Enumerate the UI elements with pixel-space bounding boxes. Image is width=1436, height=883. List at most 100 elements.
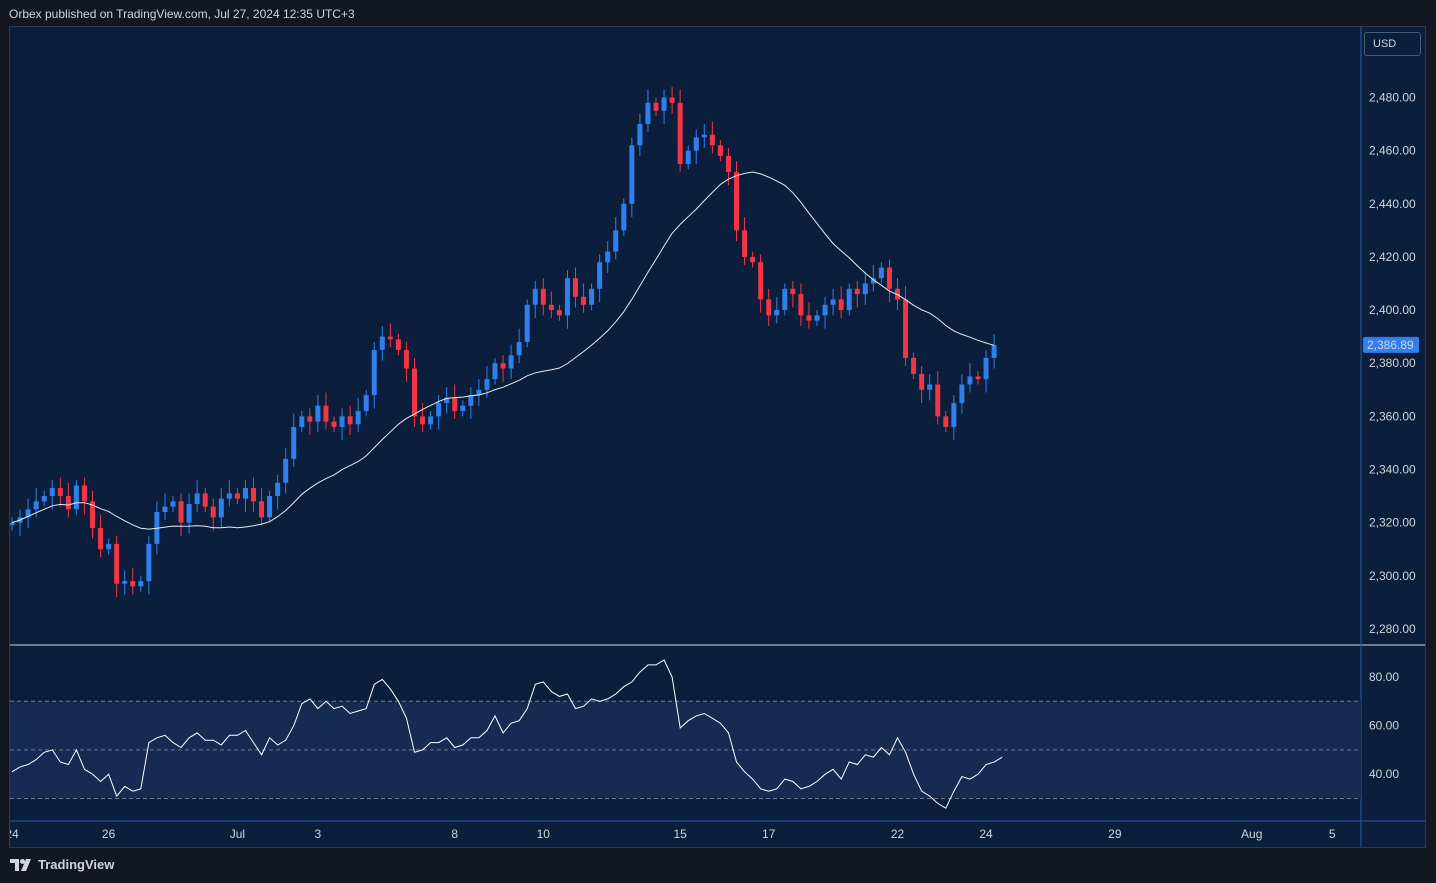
- currency-button[interactable]: USD: [1364, 32, 1421, 56]
- rsi-tick-label: 40.00: [1369, 767, 1399, 781]
- candle-body: [10, 522, 15, 526]
- candle-body: [90, 501, 95, 528]
- candle-body: [130, 581, 136, 587]
- candle-body: [540, 288, 546, 305]
- candle-body: [484, 379, 490, 390]
- candle-body: [114, 543, 120, 584]
- candle-body: [371, 349, 377, 396]
- candle-body: [838, 299, 844, 311]
- candle-body: [613, 230, 619, 252]
- candle-body: [146, 543, 152, 582]
- moving-average-line: [11, 171, 995, 530]
- price-tick-label: 2,460.00: [1369, 144, 1416, 158]
- candle-body: [878, 267, 884, 279]
- candle-body: [242, 488, 248, 499]
- candle-body: [251, 488, 256, 502]
- candle-body: [403, 349, 409, 369]
- candle-body: [935, 384, 941, 417]
- candle-body: [57, 488, 63, 497]
- candle-body: [564, 278, 570, 316]
- candle-body: [275, 482, 281, 497]
- price-tick-label: 2,340.00: [1369, 462, 1416, 476]
- candle-body: [661, 97, 667, 111]
- candle-body: [291, 426, 297, 459]
- candle-body: [798, 294, 804, 316]
- candle-body: [468, 395, 474, 406]
- candle-body: [49, 488, 55, 497]
- candle-body: [428, 416, 434, 425]
- candle-body: [854, 288, 860, 295]
- time-tick-label: 24: [979, 827, 993, 841]
- time-tick-label: 17: [762, 827, 776, 841]
- price-tick-label: 2,420.00: [1369, 250, 1416, 264]
- time-tick-label: Aug: [1241, 827, 1262, 841]
- candle-body: [967, 376, 973, 385]
- candle-body: [106, 543, 112, 550]
- candle-body: [138, 581, 144, 587]
- last-price-badge: [1363, 336, 1419, 353]
- rsi-tick-label: 60.00: [1369, 719, 1399, 733]
- candle-body: [33, 501, 39, 510]
- candle-body: [911, 357, 917, 374]
- price-tick-label: 2,400.00: [1369, 303, 1416, 317]
- candle-body: [532, 288, 538, 305]
- candle-body: [927, 384, 933, 390]
- candle-body: [379, 336, 385, 350]
- candle-body: [814, 315, 820, 321]
- candle-body: [782, 288, 788, 311]
- candle-body: [363, 395, 369, 412]
- candle-body: [621, 203, 627, 231]
- candle-body: [629, 145, 635, 204]
- candle-body: [476, 389, 482, 396]
- candle-body: [234, 493, 240, 499]
- footer-brand-text: TradingView: [38, 857, 115, 872]
- candle-body: [983, 357, 989, 380]
- candle-body: [81, 485, 87, 502]
- candle-body: [395, 339, 401, 350]
- candle-body: [170, 501, 176, 507]
- candle-body: [637, 124, 643, 146]
- candle-body: [331, 421, 337, 427]
- candle-body: [267, 496, 273, 518]
- price-tick-label: 2,320.00: [1369, 516, 1416, 530]
- candle-body: [548, 304, 554, 311]
- candle-body: [162, 506, 168, 512]
- candle-body: [597, 262, 603, 289]
- time-tick-label: 5: [1329, 827, 1336, 841]
- time-tick-label: Jul: [230, 827, 245, 841]
- candles-group: [10, 86, 997, 598]
- rsi-tick-label: 80.00: [1369, 670, 1399, 684]
- candle-body: [685, 150, 691, 164]
- candle-body: [347, 416, 353, 425]
- candle-body: [412, 368, 417, 417]
- price-tick-label: 2,440.00: [1369, 197, 1416, 211]
- time-tick-label: 26: [102, 827, 116, 841]
- candle-body: [315, 405, 321, 422]
- candle-body: [862, 283, 868, 295]
- candle-body: [951, 403, 957, 427]
- candle-body: [178, 501, 184, 523]
- candle-body: [830, 299, 836, 305]
- candle-body: [460, 405, 466, 412]
- candle-body: [806, 315, 812, 321]
- chart-canvas[interactable]: 2,480.00 2,460.00 2,440.00 2,420.00 2,400.00…: [10, 27, 1425, 847]
- candle-body: [323, 405, 329, 422]
- candle-body: [186, 504, 192, 523]
- candle-body: [975, 376, 981, 380]
- tradingview-brand: TradingView: [10, 857, 114, 872]
- candle-body: [444, 397, 450, 404]
- candle-body: [822, 304, 828, 316]
- time-tick-label: 15: [673, 827, 687, 841]
- candle-body: [65, 496, 71, 510]
- candle-body: [991, 344, 997, 358]
- candle-body: [709, 134, 715, 146]
- candle-body: [734, 171, 739, 231]
- candle-body: [387, 336, 393, 340]
- candle-body: [693, 137, 699, 151]
- candle-body: [725, 155, 731, 172]
- time-tick-label: 8: [451, 827, 458, 841]
- candle-body: [307, 416, 313, 422]
- candle-body: [573, 278, 578, 297]
- candle-body: [516, 341, 522, 356]
- candle-body: [581, 296, 587, 305]
